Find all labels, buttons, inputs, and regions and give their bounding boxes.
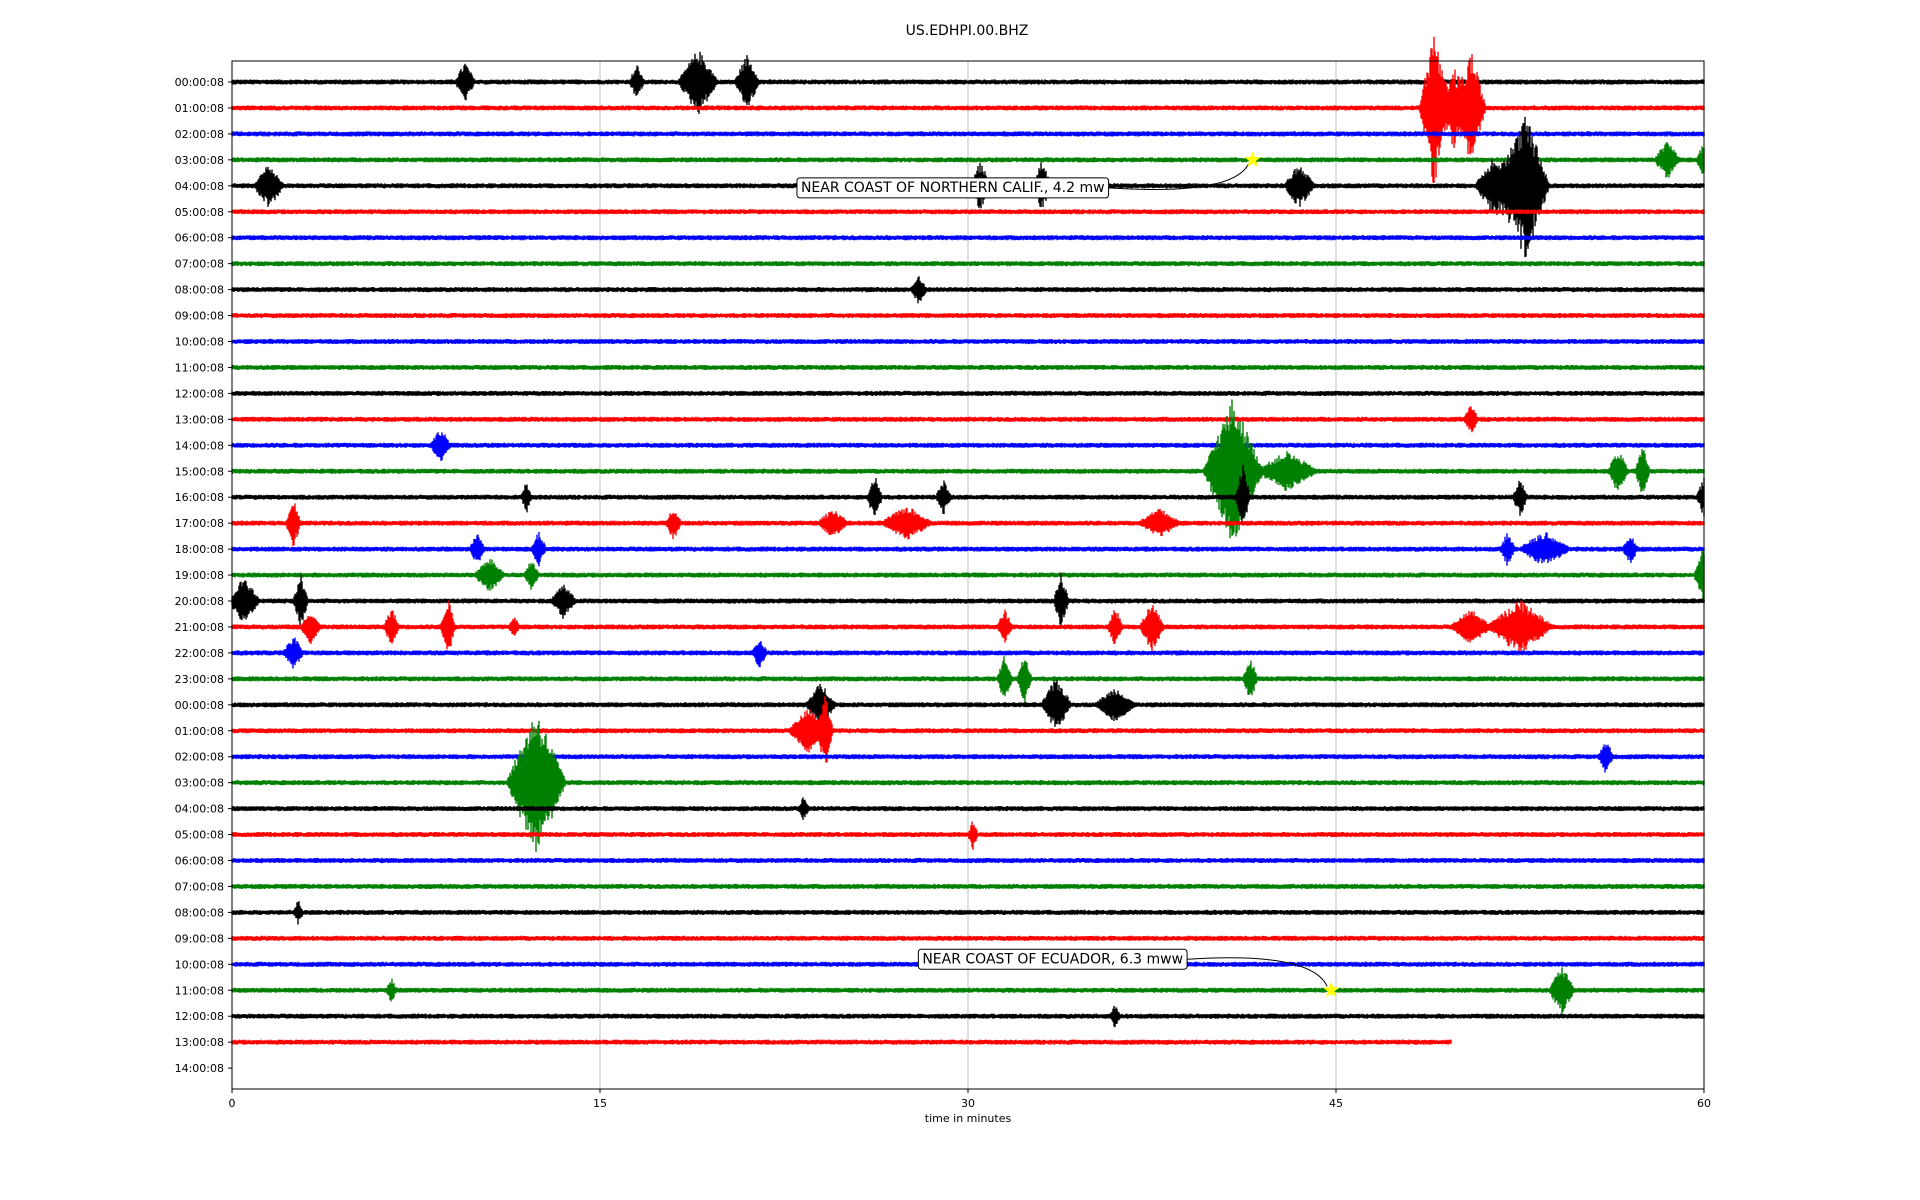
y-ticks: 00:00:08 01:00:08 02:00:08 03:00:08 04:00:08… [175, 76, 232, 1075]
y-tick-label-14: 14:00:08 [175, 439, 224, 452]
y-tick-label-28: 04:00:08 [175, 803, 224, 816]
trace-row-10 [231, 338, 1705, 345]
y-tick-label-17: 17:00:08 [175, 517, 224, 530]
x-tick-label-4: 60 [1697, 1097, 1711, 1110]
y-tick-label-26: 02:00:08 [175, 751, 224, 764]
y-tick-label-1: 01:00:08 [175, 102, 224, 115]
y-tick-label-34: 10:00:08 [175, 958, 224, 971]
y-tick-label-27: 03:00:08 [175, 777, 224, 790]
y-tick-label-12: 12:00:08 [175, 387, 224, 400]
events-layer: NEAR COAST OF NORTHERN CALIF., 4.2 mw NEA… [796, 151, 1340, 998]
y-tick-label-0: 00:00:08 [175, 76, 224, 89]
x-tick-label-3: 45 [1329, 1097, 1343, 1110]
y-tick-label-16: 16:00:08 [175, 491, 224, 504]
y-tick-label-19: 19:00:08 [175, 569, 224, 582]
y-tick-label-4: 04:00:08 [175, 180, 224, 193]
y-tick-label-32: 08:00:08 [175, 906, 224, 919]
x-axis-label: time in minutes [925, 1112, 1012, 1125]
trace-row-6 [231, 235, 1705, 241]
y-tick-label-36: 12:00:08 [175, 1010, 224, 1023]
trace-row-12 [231, 390, 1705, 396]
y-tick-label-9: 09:00:08 [175, 310, 224, 323]
x-tick-label-2: 30 [961, 1097, 975, 1110]
y-tick-label-38: 14:00:08 [175, 1062, 224, 1075]
event-star-1 [1322, 981, 1340, 998]
event-connector-1 [1187, 957, 1328, 987]
y-tick-label-33: 09:00:08 [175, 932, 224, 945]
y-tick-label-10: 10:00:08 [175, 336, 224, 349]
y-tick-label-22: 22:00:08 [175, 647, 224, 660]
y-tick-label-25: 01:00:08 [175, 725, 224, 738]
chart-title: US.EDHPI.00.BHZ [906, 23, 1029, 39]
y-tick-label-37: 13:00:08 [175, 1036, 224, 1049]
y-tick-label-20: 20:00:08 [175, 595, 224, 608]
y-tick-label-23: 23:00:08 [175, 673, 224, 686]
y-tick-label-18: 18:00:08 [175, 543, 224, 556]
x-tick-label-0: 0 [229, 1097, 236, 1110]
y-tick-label-30: 06:00:08 [175, 855, 224, 868]
y-tick-label-5: 05:00:08 [175, 206, 224, 219]
y-tick-label-8: 08:00:08 [175, 284, 224, 297]
event-annotation-0: NEAR COAST OF NORTHERN CALIF., 4.2 mw [796, 151, 1261, 199]
event-connector-0 [1108, 163, 1250, 190]
x-ticks: 0 15 30 45 60 [229, 1089, 1711, 1110]
y-tick-label-11: 11:00:08 [175, 361, 224, 374]
event-star-0 [1244, 151, 1261, 167]
y-tick-label-7: 07:00:08 [175, 258, 224, 271]
event-label-box-1 [917, 948, 1188, 970]
y-tick-label-31: 07:00:08 [175, 880, 224, 893]
trace-row-33 [231, 935, 1705, 941]
y-tick-label-13: 13:00:08 [175, 413, 224, 426]
event-label-1: NEAR COAST OF ECUADOR, 6.3 mww [922, 951, 1183, 967]
y-tick-label-6: 06:00:08 [175, 232, 224, 245]
y-tick-label-15: 15:00:08 [175, 465, 224, 478]
y-tick-label-3: 03:00:08 [175, 154, 224, 167]
event-annotation-1: NEAR COAST OF ECUADOR, 6.3 mww [917, 948, 1340, 998]
y-tick-label-24: 00:00:08 [175, 699, 224, 712]
y-tick-label-21: 21:00:08 [175, 621, 224, 634]
y-tick-label-2: 02:00:08 [175, 128, 224, 141]
x-tick-label-1: 15 [593, 1097, 607, 1110]
event-label-0: NEAR COAST OF NORTHERN CALIF., 4.2 mw [801, 180, 1105, 196]
y-tick-label-29: 05:00:08 [175, 829, 224, 842]
trace-row-30 [231, 857, 1705, 864]
y-tick-label-35: 11:00:08 [175, 984, 224, 997]
trace-row-37 [231, 1039, 1452, 1045]
